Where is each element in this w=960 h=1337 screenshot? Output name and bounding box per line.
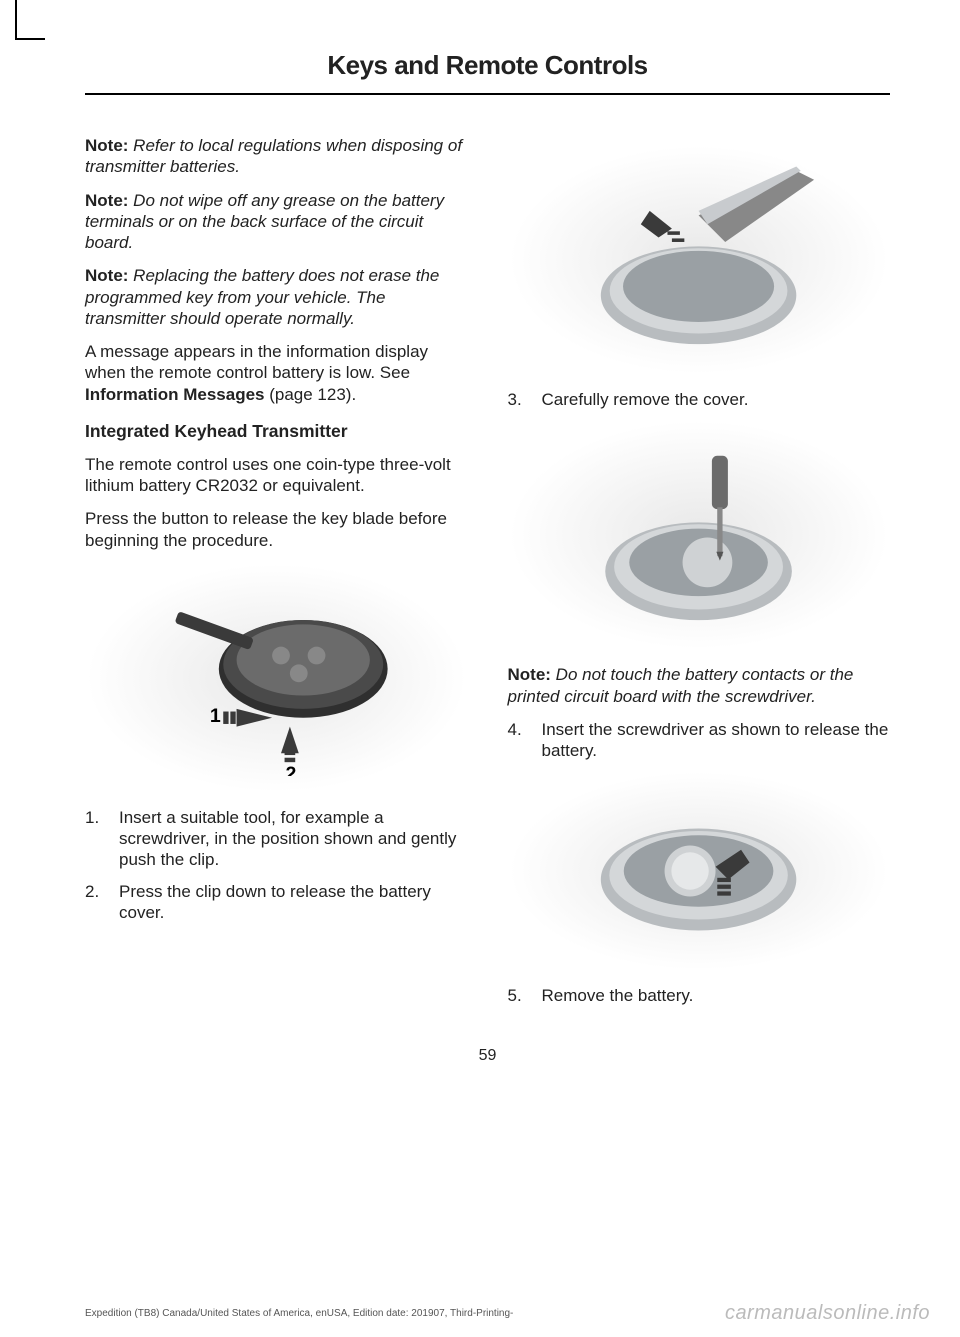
note-label: Note:	[85, 191, 128, 210]
step-4: 4. Insert the screwdriver as shown to re…	[508, 719, 891, 762]
left-column: Note: Refer to local regulations when di…	[85, 135, 468, 1017]
note-text: Replacing the battery does not erase the…	[85, 266, 439, 328]
step-text: Press the clip down to release the batte…	[119, 881, 468, 924]
note-label: Note:	[85, 136, 128, 155]
illustration-remove-cover	[508, 145, 891, 375]
step-number: 3.	[508, 389, 528, 410]
battery-type-para: The remote control uses one coin-type th…	[85, 454, 468, 497]
msg-part1: A message appears in the information dis…	[85, 342, 428, 382]
step-3: 3. Carefully remove the cover.	[508, 389, 891, 410]
step-text: Remove the battery.	[542, 985, 694, 1006]
page-number: 59	[85, 1047, 890, 1065]
step-text: Carefully remove the cover.	[542, 389, 749, 410]
msg-bold: Information Messages	[85, 385, 265, 404]
release-blade-para: Press the button to release the key blad…	[85, 508, 468, 551]
note-4: Note: Do not touch the battery contacts …	[508, 664, 891, 707]
step-5: 5. Remove the battery.	[508, 985, 891, 1006]
note-label: Note:	[508, 665, 551, 684]
step-2: 2. Press the clip down to release the ba…	[85, 881, 468, 924]
step-4-list: 4. Insert the screwdriver as shown to re…	[508, 719, 891, 762]
step-1: 1. Insert a suitable tool, for example a…	[85, 807, 468, 871]
note-1: Note: Refer to local regulations when di…	[85, 135, 468, 178]
note-text: Refer to local regulations when disposin…	[85, 136, 462, 176]
step-number: 4.	[508, 719, 528, 762]
illustration-screwdriver-insert	[508, 420, 891, 650]
note-3: Note: Replacing the battery does not era…	[85, 265, 468, 329]
step-5-list: 5. Remove the battery.	[508, 985, 891, 1006]
svg-text:2: 2	[285, 763, 296, 776]
note-text: Do not wipe off any grease on the batter…	[85, 191, 444, 253]
step-text: Insert a suitable tool, for example a sc…	[119, 807, 468, 871]
step-number: 5.	[508, 985, 528, 1006]
right-column: 3. Carefully remove the cover. Note: Do …	[508, 135, 891, 1017]
illustration-key-fob-clip: 1 2	[85, 563, 468, 793]
subheading-integrated-keyhead: Integrated Keyhead Transmitter	[85, 421, 468, 442]
content-columns: Note: Refer to local regulations when di…	[85, 135, 890, 1017]
crop-mark-top-left	[15, 0, 45, 40]
svg-text:1: 1	[210, 705, 221, 727]
watermark: carmanualsonline.info	[725, 1302, 930, 1325]
page-title: Keys and Remote Controls	[85, 50, 890, 95]
step-number: 2.	[85, 881, 105, 924]
step-3-list: 3. Carefully remove the cover.	[508, 389, 891, 410]
note-2: Note: Do not wipe off any grease on the …	[85, 190, 468, 254]
note-text: Do not touch the battery contacts or the…	[508, 665, 854, 705]
note-label: Note:	[85, 266, 128, 285]
step-text: Insert the screwdriver as shown to relea…	[542, 719, 891, 762]
footer-edition-info: Expedition (TB8) Canada/United States of…	[85, 1308, 513, 1319]
steps-list-left: 1. Insert a suitable tool, for example a…	[85, 807, 468, 923]
info-message-para: A message appears in the information dis…	[85, 341, 468, 405]
illustration-release-battery	[508, 771, 891, 971]
msg-part2: (page 123).	[265, 385, 357, 404]
step-number: 1.	[85, 807, 105, 871]
